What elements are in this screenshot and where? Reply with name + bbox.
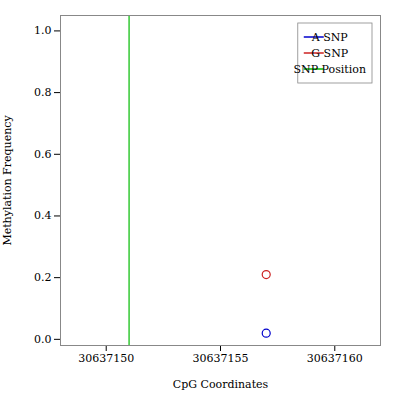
svg-text:G SNP: G SNP (311, 47, 348, 60)
svg-text:0.4: 0.4 (34, 209, 52, 222)
svg-text:Methylation Frequency: Methylation Frequency (1, 115, 14, 246)
svg-text:30637155: 30637155 (193, 352, 249, 365)
svg-text:SNP Position: SNP Position (294, 63, 366, 76)
svg-text:30637150: 30637150 (78, 352, 134, 365)
svg-text:0.2: 0.2 (34, 271, 52, 284)
svg-text:1.0: 1.0 (34, 24, 52, 37)
svg-text:A SNP: A SNP (311, 31, 349, 44)
svg-text:30637160: 30637160 (307, 352, 363, 365)
svg-text:0.6: 0.6 (34, 148, 52, 161)
svg-text:CpG Coordinates: CpG Coordinates (173, 378, 269, 391)
svg-text:0.8: 0.8 (34, 86, 52, 99)
svg-text:0.0: 0.0 (34, 333, 52, 346)
